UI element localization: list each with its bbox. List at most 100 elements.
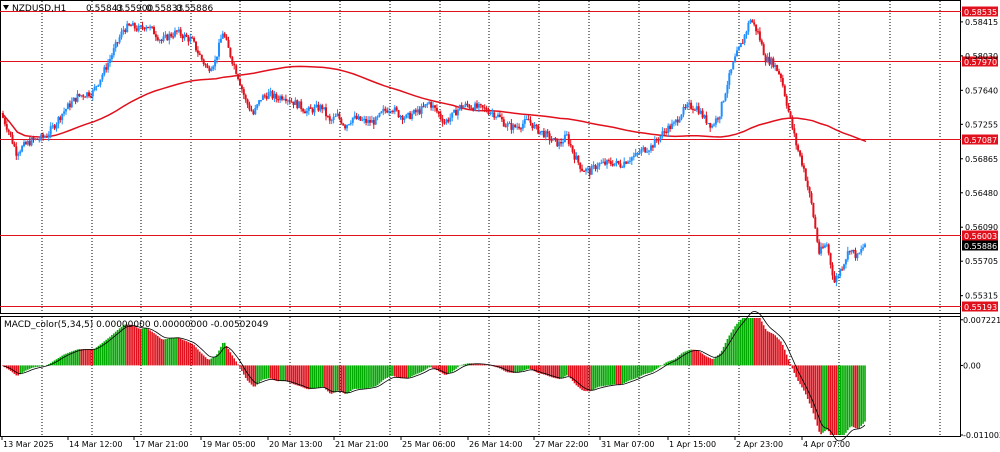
candle-body [646,151,649,153]
candle-body [657,140,660,142]
candle-body [627,161,629,164]
candle-body [147,26,150,28]
candle-body [655,139,658,141]
candle-body [539,131,542,134]
candle-body [697,106,700,114]
candle-body [82,95,85,97]
candle-body [407,112,410,115]
candle-body [743,34,746,44]
candle-body [542,130,545,138]
candle-body [32,137,35,140]
candle-body [579,162,582,169]
candle-body [541,130,543,132]
candle-body [399,115,402,118]
candle-body [124,29,127,32]
candle-body [835,276,838,283]
price-tick-label: 0.58415 [965,18,998,27]
candle-body [376,116,379,118]
candle-body [726,85,729,94]
candle-body [304,111,306,114]
candle-body [757,31,759,33]
candle-body [464,103,467,107]
ohlc-open: 0.55843 [86,4,123,14]
candle-body [680,114,683,120]
candle-body [458,105,461,110]
candle-body [600,162,603,164]
level-label: 0.55193 [964,303,997,312]
candle-body [516,126,519,128]
candle-body [216,56,218,60]
symbol-title: NZDUSD,H1 [12,4,66,14]
candle-body [204,64,207,66]
candle-body [388,111,391,113]
candle-body [76,93,79,102]
candle-body [187,36,190,42]
candle-body [206,65,209,68]
candle-body [181,35,184,39]
candle-body [445,119,448,123]
candle-body [265,96,268,99]
candle-body [273,93,276,99]
candle-body [732,62,735,70]
candle-body [676,119,679,123]
candle-body [384,108,387,111]
candle-body [632,155,635,158]
price-tick-label: 0.56865 [965,155,998,164]
candle-body [711,125,714,128]
candle-body [372,120,375,125]
candle-body [466,103,469,105]
candle-body [275,93,278,99]
candle-body [609,161,612,164]
candle-body [225,36,228,40]
candle-body [95,86,98,88]
macd-tick-label: -0.01100245 [963,431,1000,440]
candle-body [806,180,809,188]
collapse-triangle-icon[interactable] [3,5,9,10]
candle-body [594,165,597,170]
candle-body [7,129,10,132]
candle-body [550,140,553,142]
candle-body [154,34,157,38]
candle-body [112,48,115,56]
candle-body [751,20,754,23]
time-tick-label: 17 Mar 21:00 [135,440,188,449]
candle-body [500,117,503,120]
macd-signal-line [2,310,866,442]
candle-body [5,124,8,130]
candle-body [718,116,721,120]
candle-body [762,44,765,56]
time-tick-label: 25 Mar 06:00 [402,440,455,449]
candle-body [606,160,608,165]
candle-body [575,155,578,160]
candle-body [544,131,547,138]
candle-body [179,29,182,36]
candle-body [672,122,675,124]
horizontal-levels[interactable]: 0.58535 0.57970 0.57087 0.56003 0.55193 [0,6,998,313]
candle-body [233,63,236,66]
level-label-box [962,134,998,145]
price-panel[interactable] [0,0,961,314]
candle-body [244,95,247,100]
candle-body [137,26,140,31]
candle-body [667,125,670,133]
candle-body [149,26,152,29]
candle-body [296,100,299,109]
candle-body [441,118,444,123]
level-label-box [962,230,998,241]
candle-body [607,160,610,162]
candle-body [778,71,780,74]
candle-body [491,112,494,114]
candle-body [160,39,163,41]
candle-body [745,31,748,35]
candle-body [99,79,102,85]
candle-body [617,161,620,164]
candle-body [453,110,456,113]
candle-body [648,150,650,152]
candle-body [196,50,199,54]
candle-body [143,27,146,30]
candle-body [141,25,144,28]
candle-body [382,108,385,112]
candle-body [271,91,274,99]
candle-body [391,111,394,113]
candle-body [604,161,607,165]
